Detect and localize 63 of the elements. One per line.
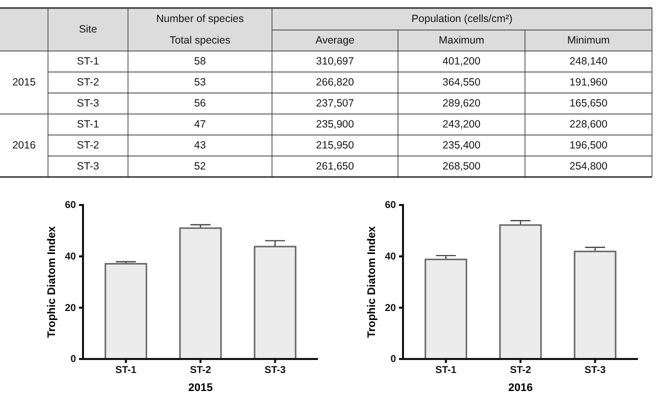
- data-label: 289,620: [442, 98, 481, 110]
- data-label: 215,950: [316, 140, 354, 152]
- text: Average: [316, 34, 355, 46]
- data-label: 266,820: [316, 76, 354, 88]
- x-tick-label: ST-2: [190, 365, 212, 376]
- data-label: 58: [194, 56, 206, 68]
- data-label: 165,650: [570, 98, 608, 110]
- data-label: 191,960: [570, 76, 608, 88]
- text: Maximum: [438, 34, 484, 46]
- category-label: ST-2: [76, 140, 100, 152]
- data-label: 237,507: [316, 98, 354, 110]
- y-axis-title: Trophic Diatom Index: [366, 225, 378, 338]
- x-axis-title: 2016: [508, 382, 533, 394]
- bar: [499, 224, 542, 360]
- bar: [424, 258, 468, 360]
- category-label: ST-1: [76, 56, 100, 68]
- data-label: 47: [194, 118, 206, 130]
- data-label: 364,550: [442, 76, 481, 88]
- text: Minimum: [567, 34, 610, 46]
- y-tick-label: 60: [384, 200, 396, 212]
- data-label: 196,500: [570, 140, 608, 152]
- data-label: 53: [194, 76, 206, 88]
- data-label: 401,200: [442, 56, 481, 68]
- y-tick-label: 40: [64, 252, 76, 263]
- bar: [254, 246, 296, 360]
- text: 2015: [12, 76, 36, 88]
- y-axis-title: Trophic Diatom Index: [46, 225, 58, 338]
- y-tick-label: 20: [384, 302, 396, 314]
- category-label: ST-3: [76, 98, 100, 110]
- data-label: 261,650: [316, 160, 354, 172]
- category-label: ST-1: [76, 118, 100, 130]
- data-label: 268,500: [442, 160, 481, 172]
- bar: [179, 227, 222, 360]
- text: 2016: [12, 140, 36, 152]
- data-label: 235,400: [442, 140, 481, 152]
- x-tick-label: ST-1: [435, 365, 457, 376]
- category-label: ST-3: [76, 160, 100, 172]
- bar: [104, 263, 148, 360]
- data-label: 228,600: [570, 118, 608, 130]
- data-label: 243,200: [442, 118, 481, 130]
- data-label: 248,140: [570, 56, 608, 68]
- data-label: 310,697: [316, 56, 354, 68]
- x-tick-label: ST-3: [264, 365, 286, 376]
- data-label: 43: [194, 140, 206, 152]
- text: Total species: [170, 34, 230, 46]
- x-tick-label: ST-3: [584, 365, 606, 376]
- data-label: 52: [194, 160, 206, 172]
- x-axis-title: 2015: [188, 382, 213, 394]
- text: Number of species: [156, 13, 244, 25]
- x-tick-label: ST-2: [510, 365, 532, 376]
- text: Population (cells/cm²): [412, 13, 512, 25]
- x-tick-label: ST-1: [115, 365, 137, 376]
- y-tick-label: 0: [70, 354, 76, 366]
- y-tick-label: 60: [64, 200, 76, 212]
- y-tick-label: 0: [390, 354, 396, 366]
- category-label: ST-2: [76, 76, 100, 88]
- y-tick-label: 40: [384, 252, 396, 263]
- data-label: 56: [194, 98, 206, 110]
- bar: [574, 250, 616, 360]
- y-tick-label: 20: [64, 302, 76, 314]
- text: Site: [78, 24, 98, 36]
- data-label: 235,900: [316, 118, 354, 130]
- data-label: 254,800: [570, 160, 608, 172]
